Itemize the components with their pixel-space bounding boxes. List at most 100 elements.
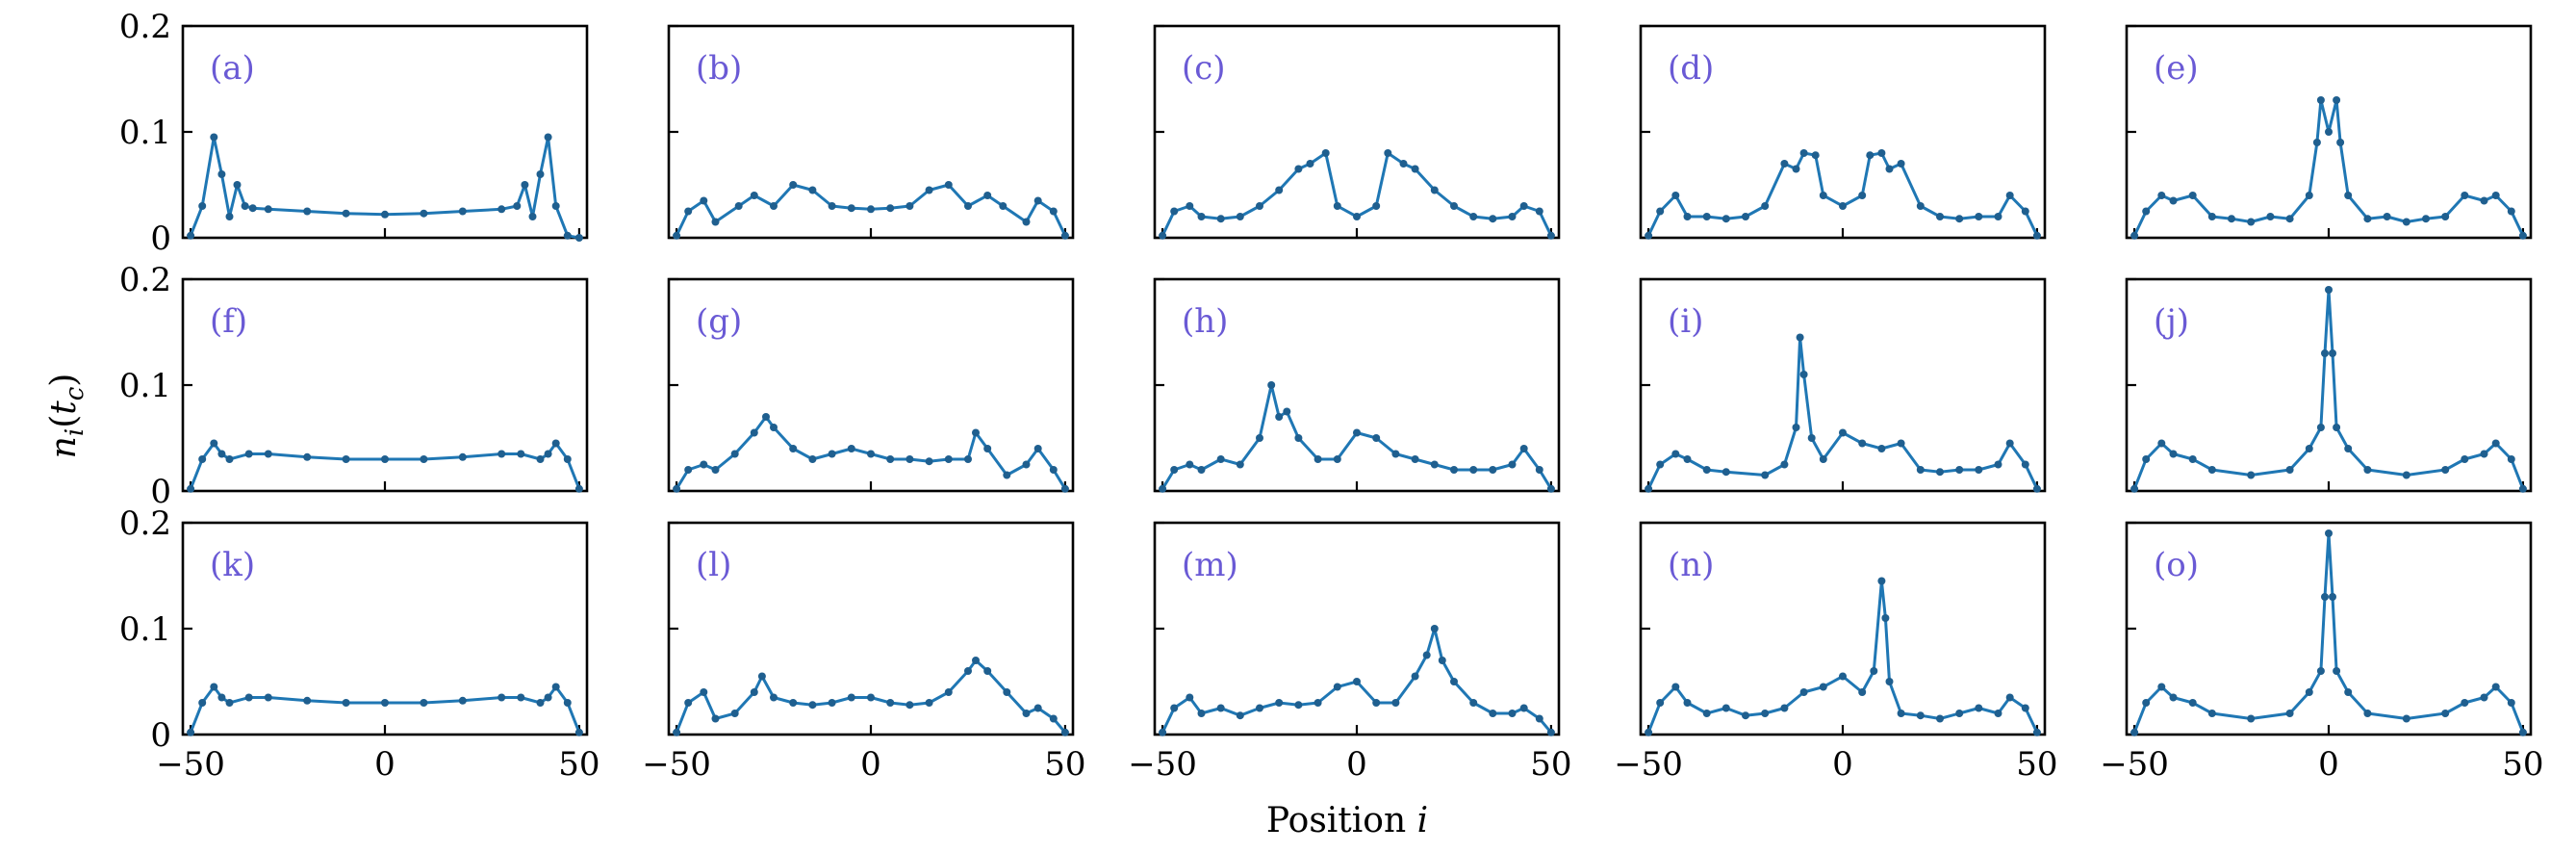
data-point [828, 450, 836, 458]
data-point [1761, 710, 1770, 717]
data-point [1508, 460, 1517, 469]
data-point [536, 455, 545, 463]
data-point [2491, 683, 2500, 691]
data-point [563, 699, 572, 707]
data-point [734, 202, 743, 210]
data-point [1256, 704, 1263, 712]
data-point [1256, 434, 1263, 442]
panel-label: (f) [210, 302, 247, 341]
data-point [244, 450, 253, 458]
data-point [2480, 693, 2488, 702]
x-tick-label: 50 [1044, 745, 1085, 784]
data-point [2363, 466, 2372, 474]
panel-label: (m) [1182, 546, 1238, 584]
data-point [1683, 455, 1692, 463]
data-point [1267, 381, 1276, 389]
data-point [2363, 215, 2372, 223]
data-point [673, 231, 681, 240]
x-tick-label: 50 [1530, 745, 1571, 784]
data-point [847, 445, 855, 452]
data-point [1450, 678, 1458, 685]
subplot: (h) [1153, 277, 1561, 493]
series-line [1646, 151, 2039, 237]
data-point [2461, 699, 2469, 707]
data-point [1033, 704, 1042, 712]
data-point [1333, 683, 1341, 691]
data-point [750, 688, 758, 696]
data-point [1535, 207, 1543, 216]
data-point [1885, 165, 1894, 173]
y-axis-title-part: n [44, 436, 84, 458]
data-point [1391, 699, 1400, 707]
data-point [1294, 701, 1303, 710]
data-point [770, 424, 778, 431]
data-point [2480, 196, 2488, 205]
y-tick-label: 0.1 [119, 114, 171, 152]
data-point [303, 452, 312, 461]
data-point [2321, 593, 2329, 601]
data-point [497, 693, 506, 702]
data-point [2518, 728, 2527, 736]
data-point [1671, 192, 1680, 199]
data-point [2491, 192, 2500, 199]
data-point [1722, 215, 1730, 223]
data-point [1780, 460, 1789, 469]
data-point [2312, 139, 2321, 146]
data-point [2169, 693, 2178, 702]
data-point [1546, 728, 1555, 736]
data-point [1438, 657, 1446, 664]
data-point [2344, 688, 2353, 696]
data-point [2247, 714, 2256, 723]
subplot: −50 0 50 (o) [2100, 521, 2544, 784]
data-point [241, 202, 249, 210]
data-point [1975, 704, 1983, 712]
data-point [1792, 165, 1800, 173]
data-point [944, 455, 953, 463]
data-point [521, 181, 529, 189]
data-point [730, 710, 739, 717]
data-point [2344, 192, 2353, 199]
data-point [225, 213, 234, 220]
data-point [983, 192, 992, 199]
data-point [1197, 213, 1206, 220]
data-point [217, 693, 226, 702]
data-point [458, 696, 467, 705]
data-point [1186, 693, 1194, 702]
data-point [730, 450, 739, 458]
data-point [551, 439, 560, 448]
data-point [905, 202, 914, 210]
data-point [2441, 466, 2450, 474]
subplot: (i) [1639, 277, 2047, 493]
y-tick-label: 0.2 [119, 261, 171, 299]
data-point [1333, 455, 1341, 463]
data-point [1321, 149, 1330, 157]
data-point [1216, 704, 1225, 712]
y-tick-label: 0 [150, 473, 171, 511]
data-point [1033, 196, 1042, 205]
data-point [2207, 710, 2216, 717]
data-point [711, 466, 720, 474]
data-point [1049, 466, 1058, 474]
panel-label: (i) [1668, 302, 1703, 341]
data-point [673, 728, 681, 736]
x-axis-title-variable: i [1417, 801, 1429, 840]
data-point [1546, 484, 1555, 493]
data-point [1858, 192, 1867, 199]
data-point [1333, 202, 1341, 210]
data-point [2005, 693, 2014, 702]
data-point [1450, 466, 1458, 474]
data-point [847, 693, 855, 702]
data-point [964, 202, 972, 210]
data-point [1897, 439, 1905, 448]
subplot: −50 0 50 (n) [1614, 521, 2058, 784]
data-point [1294, 165, 1303, 173]
data-point [2169, 196, 2178, 205]
data-point [700, 460, 708, 469]
data-point [2005, 192, 2014, 199]
data-point [303, 207, 312, 216]
data-point [1159, 484, 1167, 493]
data-point [770, 693, 778, 702]
data-point [1656, 699, 1665, 707]
data-point [1236, 711, 1244, 720]
data-point [1003, 688, 1011, 696]
